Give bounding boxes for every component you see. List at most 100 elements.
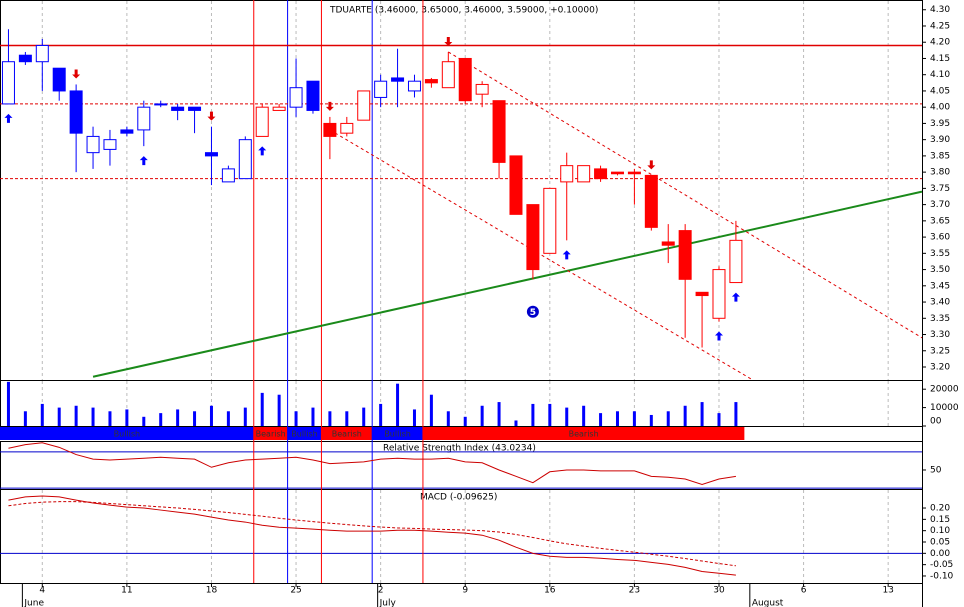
- candle-body: [509, 155, 523, 215]
- candle-body: [86, 135, 100, 154]
- x-tick-label: 25: [290, 586, 301, 596]
- y-tick-label: 4.00: [930, 103, 950, 113]
- volume-bar: [311, 407, 315, 426]
- indicator-line: [8, 495, 736, 576]
- y-tick-label: 3.40: [930, 298, 950, 308]
- volume-bar: [108, 411, 112, 426]
- candle-body: [255, 106, 269, 137]
- regime-label: Bullish: [291, 430, 317, 439]
- y-tick-label: 20000: [930, 385, 959, 395]
- y-tick-label: 4.20: [930, 38, 950, 48]
- volume-bar: [260, 392, 264, 426]
- sell-arrow: [647, 160, 656, 170]
- volume-bar: [226, 411, 230, 426]
- y-tick-label: -0.05: [930, 560, 953, 570]
- y-tick-label: 3.30: [930, 330, 950, 340]
- candle-body: [407, 80, 421, 92]
- volume-bar: [565, 407, 569, 426]
- candle-body: [272, 106, 286, 111]
- volume-bar: [463, 416, 467, 426]
- y-tick-label: 0.00: [930, 549, 950, 559]
- candle-body: [577, 165, 591, 183]
- candle-body: [475, 83, 489, 95]
- candle-body: [678, 230, 692, 280]
- buy-arrow: [714, 331, 723, 341]
- candle-body: [441, 61, 455, 89]
- month-label: August: [752, 599, 784, 607]
- y-tick-label: 0.05: [930, 538, 950, 548]
- candle-body: [340, 122, 354, 134]
- y-tick-label: 3.65: [930, 216, 950, 226]
- candle-body: [644, 174, 658, 228]
- candle-body: [610, 171, 624, 175]
- candle-body: [594, 168, 608, 180]
- candle-body: [69, 90, 83, 134]
- volume-bar: [548, 403, 552, 426]
- y-tick-label: 3.45: [930, 281, 950, 291]
- y-tick-label: 3.85: [930, 151, 950, 161]
- candle-body: [306, 80, 320, 111]
- candle-body: [357, 90, 371, 121]
- candle-body: [204, 152, 218, 157]
- candle-body: [424, 79, 438, 84]
- indicator-line: [8, 501, 736, 567]
- volume-bar: [193, 411, 197, 426]
- volume-bar: [649, 414, 653, 426]
- volume-bar: [599, 413, 603, 426]
- x-tick-label: 18: [206, 586, 218, 596]
- regime-bar: [287, 427, 322, 440]
- regime-label: Bearish: [332, 430, 362, 439]
- volume-bar: [666, 411, 670, 426]
- regime-bar: [0, 427, 254, 440]
- volume-bar: [717, 413, 721, 426]
- regime-bar: [321, 427, 373, 440]
- volume-bar: [209, 405, 213, 426]
- volume-bar: [277, 394, 281, 426]
- candle-body: [560, 165, 574, 183]
- y-tick-label: 3.70: [930, 200, 950, 210]
- x-tick-label: 9: [462, 586, 468, 596]
- volume-bar: [142, 416, 146, 426]
- volume-bar: [6, 381, 10, 426]
- volume-bar: [446, 411, 450, 426]
- y-tick-label: 0.15: [930, 515, 950, 525]
- volume-bar: [91, 407, 95, 426]
- candle-body: [729, 239, 743, 284]
- candle-body: [627, 171, 641, 175]
- volume-bar: [159, 413, 163, 426]
- candle-body: [526, 204, 540, 271]
- candle-body: [374, 80, 388, 98]
- x-tick-label: 4: [39, 586, 45, 596]
- candle-body: [289, 87, 303, 108]
- indicator-line: [8, 442, 736, 485]
- y-tick-label: -0.10: [930, 571, 954, 581]
- sell-arrow: [72, 69, 81, 79]
- x-tick-label: 16: [544, 586, 556, 596]
- trend-line: [92, 190, 923, 378]
- volume-bar: [362, 407, 366, 426]
- month-label: June: [23, 599, 44, 607]
- volume-bar: [497, 402, 501, 426]
- y-tick-label: 3.35: [930, 314, 950, 324]
- rsi-title: Relative Strength Index (43.0234): [383, 444, 536, 454]
- candle-body: [35, 44, 49, 63]
- volume-bar: [412, 409, 416, 426]
- y-tick-label: 3.80: [930, 168, 950, 178]
- volume-bar: [734, 402, 738, 426]
- candle-body: [323, 122, 337, 137]
- volume-bar: [176, 409, 180, 426]
- y-tick-label: 4.25: [930, 21, 950, 31]
- y-tick-label: 3.20: [930, 363, 950, 373]
- regime-bar: [372, 427, 423, 440]
- candle-body: [391, 77, 405, 82]
- candle-body: [221, 168, 235, 183]
- candle-body: [458, 57, 472, 102]
- volume-bar: [379, 403, 383, 426]
- volume-bar: [345, 411, 349, 426]
- y-tick-label: 4.15: [930, 54, 950, 64]
- chart-title: TDUARTE (3.46000, 3.65000, 3.46000, 3.59…: [329, 6, 598, 16]
- volume-bar: [243, 407, 247, 426]
- candle-body: [18, 54, 32, 63]
- volume-bar: [582, 405, 586, 426]
